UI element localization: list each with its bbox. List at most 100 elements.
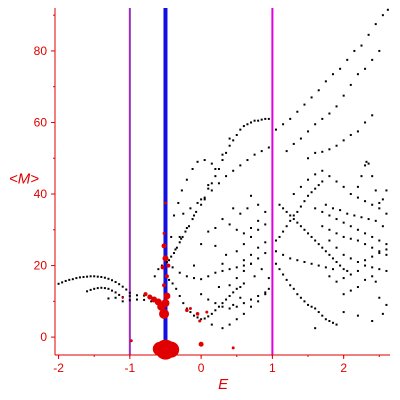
x-tick-label-1: -1	[125, 361, 136, 375]
data-point-99	[196, 201, 199, 204]
data-point-40	[128, 299, 131, 302]
red-data-point-12	[162, 255, 169, 262]
data-point-381	[246, 207, 249, 210]
data-point-177	[225, 298, 228, 301]
data-point-36	[143, 294, 146, 297]
data-point-300	[307, 178, 310, 181]
data-point-58	[200, 203, 203, 206]
data-point-48	[165, 260, 168, 263]
data-point-272	[289, 214, 292, 217]
data-point-27	[107, 287, 110, 290]
red-data-point-9	[147, 294, 153, 300]
data-point-337	[356, 260, 359, 263]
data-point-60	[207, 187, 210, 190]
data-point-21	[86, 290, 89, 293]
red-data-point-5	[163, 292, 171, 300]
data-point-62	[214, 175, 217, 178]
data-point-10	[93, 275, 96, 278]
data-point-344	[339, 209, 342, 212]
data-point-307	[356, 196, 359, 199]
data-point-45	[153, 275, 156, 278]
data-point-268	[321, 180, 324, 183]
red-data-point-22	[195, 312, 200, 316]
data-point-123	[367, 33, 370, 36]
data-point-296	[324, 266, 327, 269]
data-point-42	[143, 298, 146, 301]
data-point-386	[260, 268, 263, 271]
data-point-7	[82, 276, 85, 279]
data-point-390	[239, 296, 242, 299]
data-point-140	[378, 49, 381, 52]
data-point-118	[331, 73, 334, 76]
data-point-200	[235, 305, 238, 308]
data-point-317	[349, 225, 352, 228]
data-point-150	[371, 114, 374, 117]
data-point-108	[260, 150, 263, 153]
data-point-14	[107, 277, 110, 280]
x-tick-label-0: -2	[53, 361, 64, 375]
data-point-195	[200, 293, 203, 296]
data-point-55	[188, 225, 190, 228]
data-point-29	[114, 291, 117, 294]
data-point-109	[267, 146, 270, 149]
data-point-219	[242, 259, 245, 262]
data-point-139	[371, 58, 374, 61]
data-point-266	[314, 187, 317, 190]
data-point-283	[328, 253, 331, 256]
data-point-212	[267, 287, 270, 290]
data-point-76	[264, 117, 267, 120]
data-point-73	[253, 119, 256, 122]
data-point-362	[364, 278, 367, 281]
data-point-66	[228, 144, 231, 147]
data-point-253	[331, 321, 334, 324]
data-point-236	[250, 194, 253, 197]
data-point-151	[356, 185, 359, 188]
data-point-64	[221, 159, 224, 162]
data-point-382	[225, 253, 228, 256]
data-point-46	[157, 268, 160, 271]
red-data-point-14	[166, 263, 171, 268]
data-point-302	[321, 169, 324, 172]
data-point-187	[200, 278, 203, 281]
red-data-point-24	[205, 310, 209, 314]
data-point-319	[364, 232, 367, 235]
axes	[54, 8, 390, 356]
data-point-371	[328, 275, 331, 278]
data-point-336	[349, 257, 352, 260]
data-point-156	[371, 175, 374, 178]
data-point-338	[364, 264, 367, 267]
data-point-162	[171, 282, 174, 285]
data-point-303	[328, 175, 331, 178]
data-point-285	[335, 260, 338, 263]
x-axis-ticks: -2 -1 0 1 2	[53, 355, 380, 375]
data-point-306	[349, 193, 352, 196]
data-point-141	[307, 157, 310, 160]
data-point-117	[324, 80, 327, 83]
data-point-0	[57, 282, 60, 285]
data-point-145	[335, 144, 338, 147]
data-point-157	[374, 189, 377, 192]
data-point-127	[285, 150, 288, 153]
data-point-143	[321, 150, 324, 153]
data-point-147	[349, 133, 352, 136]
data-point-299	[299, 185, 302, 188]
data-point-326	[342, 235, 345, 238]
data-point-335	[342, 253, 345, 256]
data-point-142	[314, 151, 317, 154]
data-point-104	[232, 169, 235, 172]
data-point-49	[170, 255, 173, 258]
data-point-280	[317, 243, 320, 246]
data-point-235	[257, 203, 260, 206]
data-point-237	[274, 262, 277, 265]
data-point-188	[207, 275, 210, 278]
data-point-87	[228, 137, 231, 140]
data-point-246	[307, 303, 310, 306]
data-point-100	[203, 196, 206, 199]
data-point-107	[253, 153, 256, 156]
data-point-69	[239, 128, 242, 131]
data-point-24	[96, 287, 99, 290]
data-point-364	[378, 296, 381, 299]
y-tick-label-2: 40	[34, 187, 48, 201]
data-point-378	[214, 227, 217, 230]
data-point-380	[239, 212, 242, 215]
